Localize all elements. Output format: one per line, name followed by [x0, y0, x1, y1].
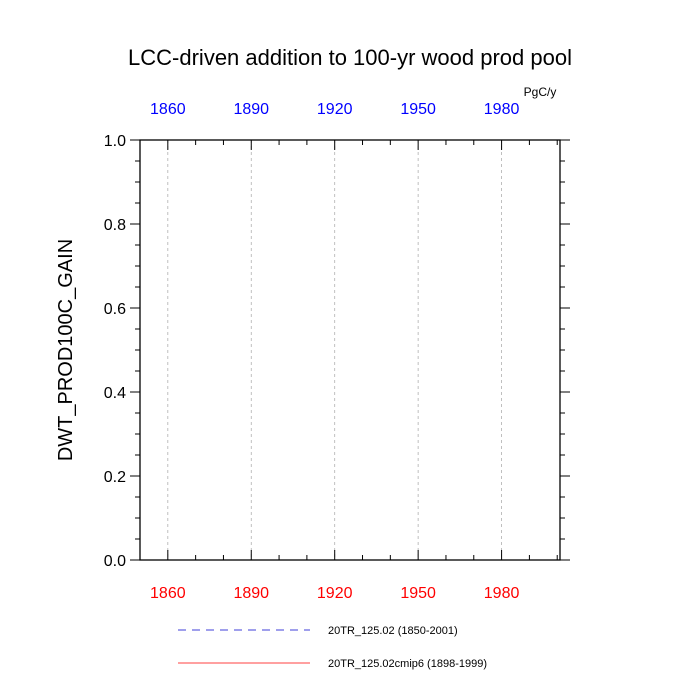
y-tick-label: 1.0 [104, 133, 126, 150]
x-tick-label-top: 1920 [317, 101, 353, 118]
legend: 20TR_125.02 (1850-2001) 20TR_125.02cmip6 … [178, 625, 487, 670]
y-tick-label: 0.0 [104, 553, 126, 570]
y-axis-label: DWT_PROD100C_GAIN [55, 239, 77, 461]
x-tick-label: 1890 [233, 585, 269, 602]
grid-layer [167, 140, 502, 560]
tick-layer: 1860 1860 1890 1890 1920 1920 1950 1950 1980 1980… [104, 101, 570, 602]
x-tick-label: 1920 [317, 585, 353, 602]
x-tick-label-top: 1980 [484, 101, 520, 118]
plot-frame [139, 139, 561, 561]
x-tick-label: 1950 [400, 585, 436, 602]
y-tick-label: 0.4 [104, 385, 126, 402]
legend-label: 20TR_125.02cmip6 (1898-1999) [328, 658, 487, 670]
x-tick-label-top: 1950 [400, 101, 436, 118]
x-tick-label: 1980 [484, 585, 520, 602]
x-tick-label-top: 1890 [233, 101, 269, 118]
units-label: PgC/y [524, 85, 557, 99]
legend-label: 20TR_125.02 (1850-2001) [328, 625, 458, 637]
chart-title: LCC-driven addition to 100-yr wood prod … [128, 45, 572, 70]
x-tick-label-top: 1860 [150, 101, 186, 118]
y-tick-label: 0.6 [104, 301, 126, 318]
x-tick-label: 1860 [150, 585, 186, 602]
y-tick-label: 0.2 [104, 469, 126, 486]
y-tick-label: 0.8 [104, 217, 126, 234]
